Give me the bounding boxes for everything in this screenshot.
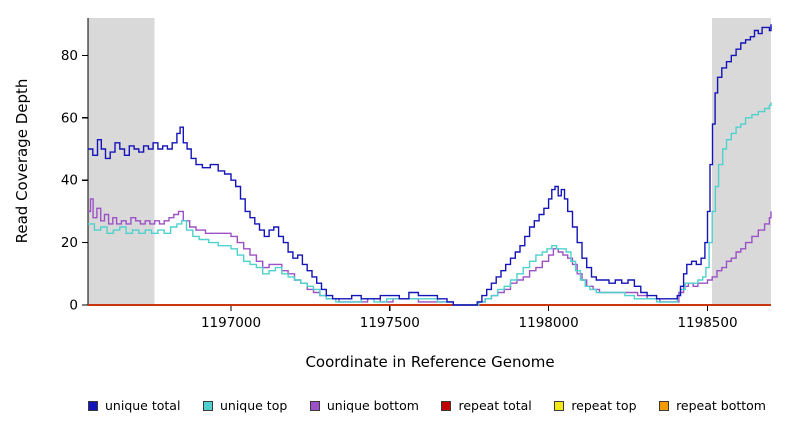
legend-label: repeat total xyxy=(458,398,532,413)
legend-swatch xyxy=(659,400,670,411)
legend-item-repeat-top: repeat top xyxy=(554,398,637,413)
y-tick-label: 0 xyxy=(69,298,78,314)
legend-label: unique bottom xyxy=(326,398,419,413)
y-tick-label: 20 xyxy=(61,235,78,251)
legend-label: repeat bottom xyxy=(676,398,766,413)
coverage-chart: 1197000 1197500 1198000 1198500 0 20 40 60 80 xyxy=(61,18,772,331)
series-unique-total xyxy=(88,24,772,306)
y-tick-label: 60 xyxy=(61,110,78,126)
masked-region xyxy=(712,18,771,305)
x-tick-label: 1197500 xyxy=(360,315,420,331)
legend-item-unique-top: unique top xyxy=(202,398,288,413)
series-unique-bottom xyxy=(88,198,772,306)
x-tick-label: 1198500 xyxy=(677,315,737,331)
legend-item-unique-total: unique total xyxy=(88,398,180,413)
legend-label: unique top xyxy=(219,398,288,413)
legend-swatch xyxy=(309,400,320,411)
legend-swatch xyxy=(441,400,452,411)
chart-legend: unique total unique top unique bottom repea… xyxy=(88,398,766,413)
series-unique-top xyxy=(88,102,772,306)
legend-swatch xyxy=(554,400,565,411)
legend-item-unique-bottom: unique bottom xyxy=(309,398,419,413)
x-tick-label: 1197000 xyxy=(201,315,261,331)
legend-swatch xyxy=(88,400,98,411)
y-axis-label: Read Coverage Depth xyxy=(13,78,31,244)
x-tick-label: 1198000 xyxy=(519,315,579,331)
legend-swatch xyxy=(202,400,213,411)
y-tick-label: 40 xyxy=(61,173,78,189)
legend-item-repeat-bottom: repeat bottom xyxy=(659,398,766,413)
masked-region xyxy=(88,18,155,305)
x-axis-label: Coordinate in Reference Genome xyxy=(305,353,555,371)
legend-label: unique total xyxy=(105,398,181,413)
legend-label: repeat top xyxy=(571,398,637,413)
y-tick-label: 80 xyxy=(61,48,78,64)
legend-item-repeat-total: repeat total xyxy=(441,398,532,413)
